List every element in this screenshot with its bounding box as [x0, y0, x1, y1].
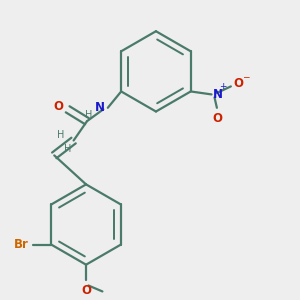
Text: N: N	[213, 88, 223, 101]
Text: H: H	[85, 110, 92, 120]
Text: N: N	[95, 101, 105, 114]
Text: −: −	[242, 72, 250, 81]
Text: H: H	[56, 130, 64, 140]
Text: O: O	[212, 112, 222, 125]
Text: Br: Br	[14, 238, 29, 251]
Text: O: O	[53, 100, 63, 113]
Text: H: H	[64, 144, 71, 154]
Text: +: +	[219, 82, 226, 91]
Text: O: O	[81, 284, 91, 297]
Text: O: O	[234, 77, 244, 90]
